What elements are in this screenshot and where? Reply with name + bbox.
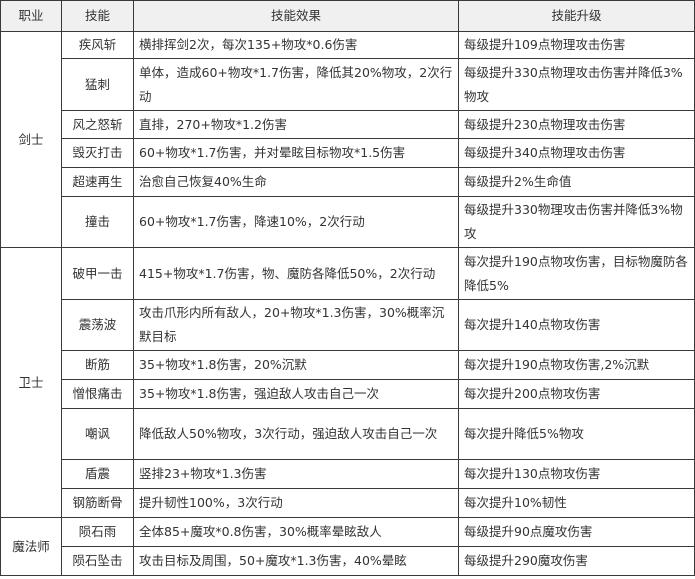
skill-name-cell: 陨石坠击 xyxy=(61,546,134,576)
table-row: 憎恨痛击 35+物攻*1.8伤害，强迫敌人攻击自己一次 每次提升200点物攻伤害 xyxy=(1,379,695,409)
skill-effect-cell: 竖排23+物攻*1.3伤害 xyxy=(133,459,459,489)
table-row: 钢筋断骨 提升韧性100%，3次行动 每次提升10%韧性 xyxy=(1,488,695,518)
class-cell: 卫士 xyxy=(0,247,62,518)
header-class: 职业 xyxy=(0,0,62,32)
skill-upgrade-cell: 每次提升130点物攻伤害 xyxy=(458,459,695,489)
skill-name-cell: 破甲一击 xyxy=(61,247,134,300)
skill-name-cell: 憎恨痛击 xyxy=(61,379,134,409)
skill-effect-cell: 提升韧性100%，3次行动 xyxy=(133,488,459,518)
header-effect: 技能效果 xyxy=(133,0,459,32)
skill-name-cell: 震荡波 xyxy=(61,299,134,351)
skill-upgrade-cell: 每级提升90点魔攻伤害 xyxy=(458,517,695,547)
skill-upgrade-cell: 每次提升200点物攻伤害 xyxy=(458,379,695,409)
skill-name-cell: 陨石雨 xyxy=(61,517,134,547)
skill-effect-cell: 60+物攻*1.7伤害，降速10%，2次行动 xyxy=(133,196,459,248)
skill-effect-cell: 单体，造成60+物攻*1.7伤害，降低其20%物攻，2次行动 xyxy=(133,58,459,111)
table-row: 魔法师 陨石雨 全体85+魔攻*0.8伤害，30%概率晕眩敌人 每级提升90点魔攻伤害 xyxy=(0,517,695,576)
skill-name-cell: 盾震 xyxy=(61,459,134,489)
table-row: 剑士 疾风斩 横排挥剑2次，每次135+物攻*0.6伤害 每级提升109点物理攻击伤害 xyxy=(0,31,695,248)
table-row: 陨石坠击 攻击目标及周围，50+魔攻*1.3伤害，40%晕眩 每级提升290魔攻伤害 xyxy=(1,546,695,576)
skill-upgrade-cell: 每级提升290魔攻伤害 xyxy=(458,546,695,576)
skill-name-cell: 撞击 xyxy=(61,196,134,248)
table-row: 猛刺 单体，造成60+物攻*1.7伤害，降低其20%物攻，2次行动 每级提升330点… xyxy=(1,58,695,111)
skill-upgrade-cell: 每次提升190点物攻伤害,2%沉默 xyxy=(458,350,695,380)
skill-effect-cell: 攻击爪形内所有敌人，20+物攻*1.3伤害，30%概率沉默目标 xyxy=(133,299,459,351)
skill-effect-cell: 降低敌人50%物攻，3次行动，强迫敌人攻击自己一次 xyxy=(133,408,459,460)
table-row: 盾震 竖排23+物攻*1.3伤害 每次提升130点物攻伤害 xyxy=(1,459,695,489)
skill-effect-cell: 35+物攻*1.8伤害，强迫敌人攻击自己一次 xyxy=(133,379,459,409)
skill-effect-cell: 415+物攻*1.7伤害，物、魔防各降低50%，2次行动 xyxy=(133,247,459,300)
skill-effect-cell: 全体85+魔攻*0.8伤害，30%概率晕眩敌人 xyxy=(133,517,459,547)
skill-name-cell: 超速再生 xyxy=(61,167,134,197)
class-cell: 剑士 xyxy=(0,31,62,248)
skill-upgrade-cell: 每级提升109点物理攻击伤害 xyxy=(458,31,695,59)
skill-effect-cell: 60+物攻*1.7伤害，并对晕眩目标物攻*1.5伤害 xyxy=(133,138,459,168)
table-row: 风之怒斩 直排，270+物攻*1.2伤害 每级提升230点物理攻击伤害 xyxy=(1,110,695,139)
table-row: 撞击 60+物攻*1.7伤害，降速10%，2次行动 每级提升330物理攻击伤害并降低… xyxy=(1,196,695,248)
skill-name-cell: 疾风斩 xyxy=(61,31,134,59)
skill-upgrade-cell: 每级提升330物理攻击伤害并降低3%物攻 xyxy=(458,196,695,248)
skill-effect-cell: 治愈自己恢复40%生命 xyxy=(133,167,459,197)
skill-upgrade-cell: 每级提升340点物理攻击伤害 xyxy=(458,138,695,168)
skill-upgrade-cell: 每次提升190点物攻伤害，目标物魔防各降低5% xyxy=(458,247,695,300)
skill-upgrade-cell: 每级提升230点物理攻击伤害 xyxy=(458,110,695,139)
skill-name-cell: 断筋 xyxy=(61,350,134,380)
skill-name-cell: 风之怒斩 xyxy=(61,110,134,139)
table-row: 断筋 35+物攻*1.8伤害，20%沉默 每次提升190点物攻伤害,2%沉默 xyxy=(1,350,695,380)
header-skill: 技能 xyxy=(61,0,134,32)
table-row: 震荡波 攻击爪形内所有敌人，20+物攻*1.3伤害，30%概率沉默目标 每次提升14… xyxy=(1,299,695,351)
skill-upgrade-cell: 每次提升140点物攻伤害 xyxy=(458,299,695,351)
skill-effect-cell: 横排挥剑2次，每次135+物攻*0.6伤害 xyxy=(133,31,459,59)
skill-upgrade-cell: 每级提升330点物理攻击伤害并降低3%物攻 xyxy=(458,58,695,111)
skill-upgrade-cell: 每次提升降低5%物攻 xyxy=(458,408,695,460)
skill-name-cell: 钢筋断骨 xyxy=(61,488,134,518)
skill-effect-cell: 直排，270+物攻*1.2伤害 xyxy=(133,110,459,139)
table-row: 嘲讽 降低敌人50%物攻，3次行动，强迫敌人攻击自己一次 每次提升降低5%物攻 xyxy=(1,408,695,460)
table-row: 超速再生 治愈自己恢复40%生命 每级提升2%生命值 xyxy=(1,167,695,197)
class-cell: 魔法师 xyxy=(0,517,62,576)
skill-upgrade-cell: 每次提升10%韧性 xyxy=(458,488,695,518)
skill-upgrade-cell: 每级提升2%生命值 xyxy=(458,167,695,197)
table-row: 毁灭打击 60+物攻*1.7伤害，并对晕眩目标物攻*1.5伤害 每级提升340点物理… xyxy=(1,138,695,168)
skill-effect-cell: 攻击目标及周围，50+魔攻*1.3伤害，40%晕眩 xyxy=(133,546,459,576)
skill-name-cell: 猛刺 xyxy=(61,58,134,111)
skill-name-cell: 嘲讽 xyxy=(61,408,134,460)
skill-name-cell: 毁灭打击 xyxy=(61,138,134,168)
skill-effect-cell: 35+物攻*1.8伤害，20%沉默 xyxy=(133,350,459,380)
table-row: 卫士 破甲一击 415+物攻*1.7伤害，物、魔防各降低50%，2次行动 每次提升19… xyxy=(0,247,695,518)
header-upgrade: 技能升级 xyxy=(458,0,695,32)
header-row: 职业 技能 技能效果 技能升级 xyxy=(0,0,695,32)
